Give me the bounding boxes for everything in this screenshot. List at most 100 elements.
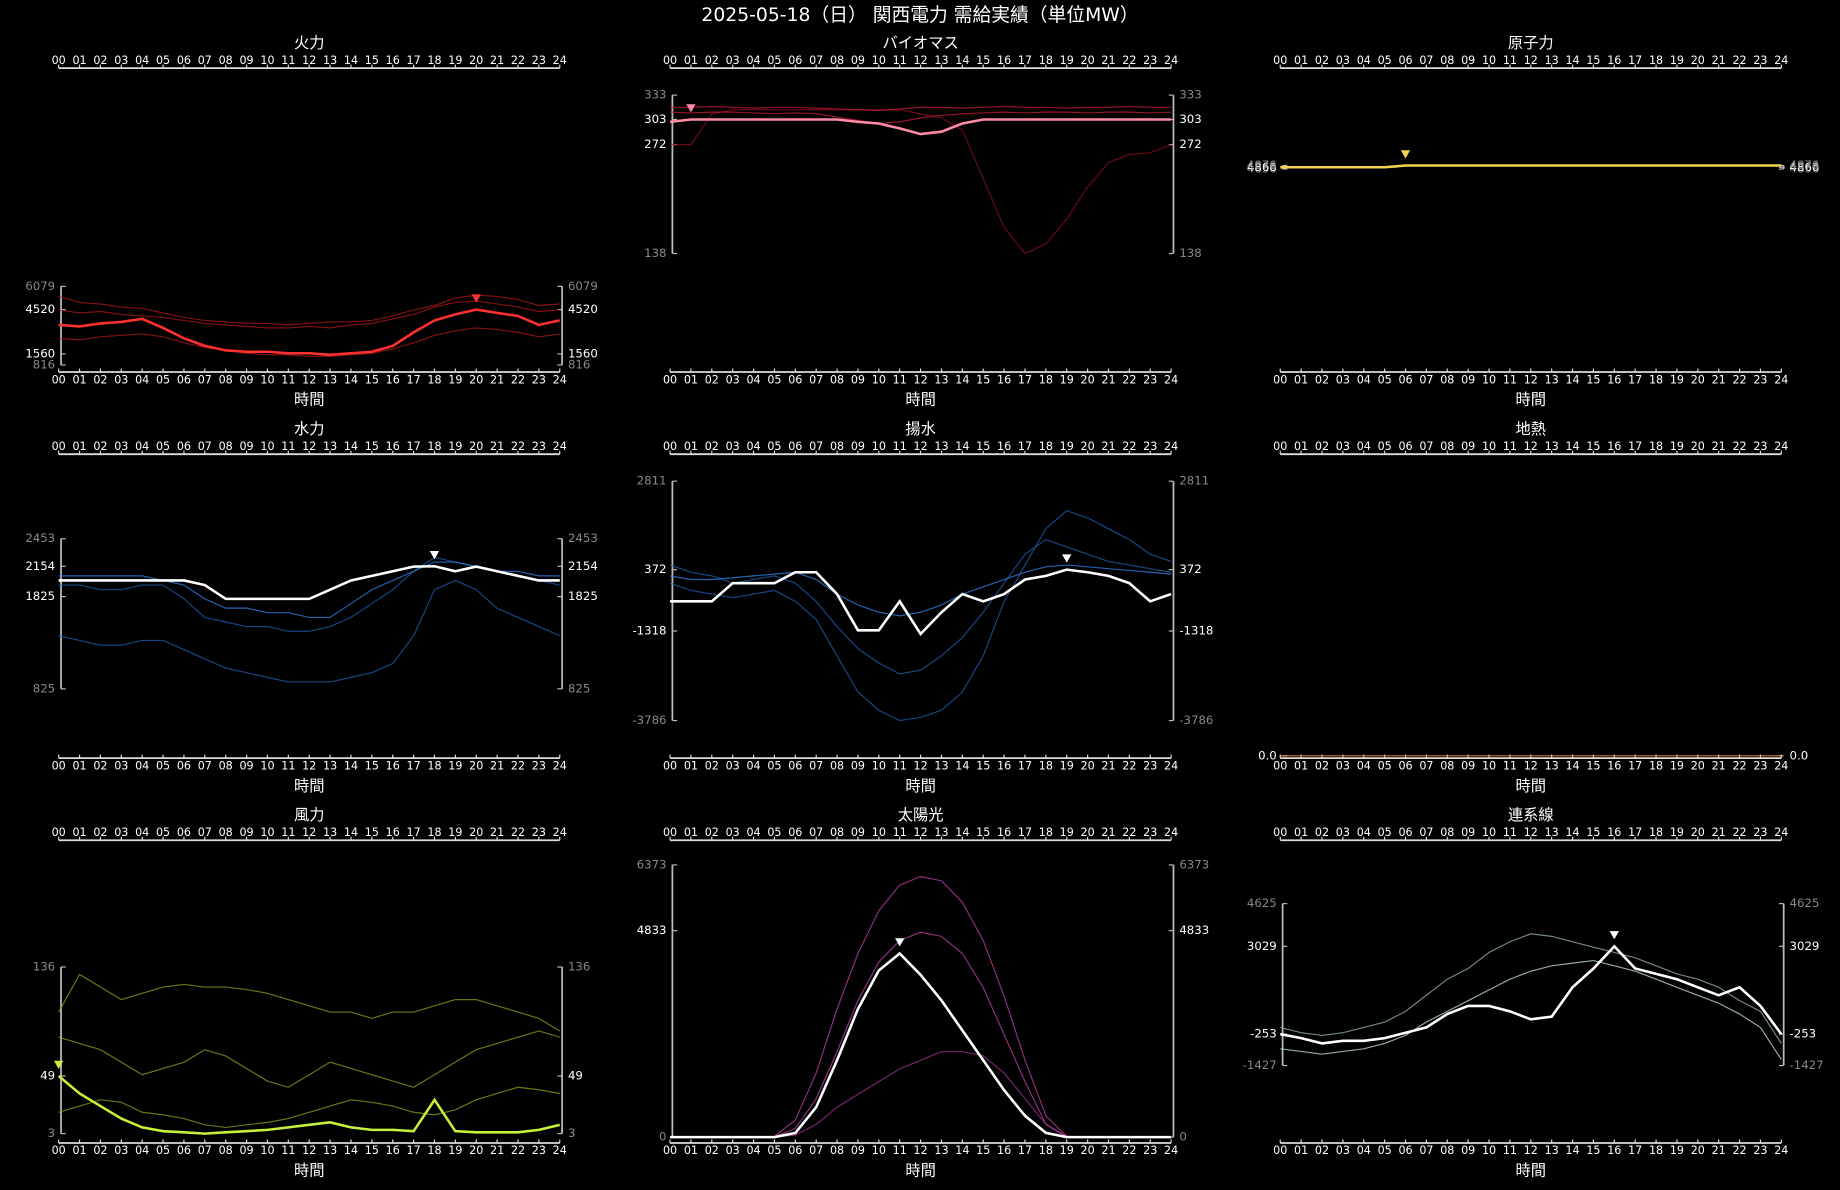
- x-tick-label: 03: [114, 440, 128, 453]
- x-tick-label: 16: [997, 759, 1011, 772]
- x-tick-label: 18: [1039, 826, 1053, 839]
- x-tick-label: 05: [767, 54, 781, 67]
- x-tick-label: 05: [1378, 54, 1392, 67]
- x-tick-label: 23: [1143, 759, 1157, 772]
- x-tick-label: 11: [281, 54, 295, 67]
- y-tick-label: 372: [1179, 562, 1201, 576]
- x-tick-label: 18: [1649, 1144, 1663, 1157]
- x-tick-label: 08: [219, 1144, 233, 1157]
- y-tick-label: -1427: [1790, 1058, 1824, 1072]
- x-tick-label: 17: [1628, 373, 1642, 386]
- x-tick-label: 06: [177, 373, 191, 386]
- series-line: [58, 327, 560, 357]
- y-tick-label: 2811: [1179, 474, 1209, 488]
- x-tick-label: 14: [1565, 759, 1579, 772]
- x-tick-label: 09: [851, 826, 865, 839]
- x-tick-label: 17: [1018, 826, 1032, 839]
- y-tick-label: -3786: [1179, 713, 1213, 727]
- series-line: [58, 1030, 560, 1088]
- x-tick-label: 21: [1712, 54, 1726, 67]
- x-tick-label: 13: [1545, 440, 1559, 453]
- x-tick-label: 10: [1482, 826, 1496, 839]
- x-tick-label: 20: [1691, 440, 1705, 453]
- x-tick-label: 11: [893, 440, 907, 453]
- x-tick-label: 04: [1357, 1144, 1371, 1157]
- x-tick-label: 24: [553, 373, 567, 386]
- y-tick-label: 4856: [1790, 162, 1820, 176]
- x-tick-label: 00: [1273, 440, 1287, 453]
- y-tick-label: -1318: [1179, 624, 1213, 638]
- x-tick-label: 18: [427, 440, 441, 453]
- series-line: [58, 1086, 560, 1128]
- x-tick-label: 23: [1143, 373, 1157, 386]
- x-tick-label: 10: [260, 826, 274, 839]
- x-tick-label: 06: [177, 759, 191, 772]
- x-tick-label: 03: [1336, 373, 1350, 386]
- y-tick-label: 6079: [25, 279, 55, 293]
- x-tick-label: 11: [893, 373, 907, 386]
- x-tick-label: 12: [1524, 826, 1538, 839]
- x-tick-label: 12: [914, 440, 928, 453]
- x-tick-label: 07: [809, 1144, 823, 1157]
- x-tick-label: 16: [386, 826, 400, 839]
- y-tick-label: 4520: [25, 302, 55, 316]
- x-tick-label: 01: [684, 440, 698, 453]
- x-tick-label: 14: [344, 440, 358, 453]
- x-tick-label: 02: [705, 826, 719, 839]
- max-marker: [1400, 150, 1411, 159]
- y-tick-label: 0.0: [1258, 748, 1277, 762]
- x-tick-label: 20: [469, 826, 483, 839]
- x-tick-label: 11: [1503, 373, 1517, 386]
- x-tick-label: 21: [490, 54, 504, 67]
- x-tick-label: 00: [1273, 759, 1287, 772]
- x-tick-label: 24: [1774, 826, 1788, 839]
- chart-title: 地熱: [1516, 420, 1547, 438]
- y-tick-label: 2453: [568, 531, 598, 545]
- x-tick-label: 22: [511, 1144, 525, 1157]
- chart-title: 風力: [294, 806, 325, 824]
- x-tick-label: 12: [302, 54, 316, 67]
- x-tick-label: 07: [198, 1144, 212, 1157]
- x-tick-label: 02: [1315, 1144, 1329, 1157]
- x-tick-label: 10: [260, 1144, 274, 1157]
- x-tick-label: 09: [851, 373, 865, 386]
- x-tick-label: 00: [663, 826, 677, 839]
- x-tick-label: 15: [1586, 54, 1600, 67]
- x-tick-label: 04: [746, 440, 760, 453]
- y-tick-label: 0: [659, 1130, 666, 1144]
- x-tick-label: 02: [93, 440, 107, 453]
- x-tick-label: 21: [1712, 1144, 1726, 1157]
- x-axis-label: 時間: [294, 391, 325, 409]
- x-tick-label: 16: [1607, 1144, 1621, 1157]
- x-tick-label: 11: [893, 1144, 907, 1157]
- x-tick-label: 15: [1586, 1144, 1600, 1157]
- y-tick-label: 1825: [25, 589, 55, 603]
- x-tick-label: 13: [934, 373, 948, 386]
- x-tick-label: 07: [1419, 440, 1433, 453]
- y-tick-label: 333: [644, 88, 666, 102]
- x-tick-label: 13: [934, 1144, 948, 1157]
- x-tick-label: 14: [344, 1144, 358, 1157]
- x-tick-label: 16: [997, 54, 1011, 67]
- x-tick-label: 01: [1294, 826, 1308, 839]
- x-tick-label: 14: [955, 54, 969, 67]
- x-tick-label: 23: [532, 1144, 546, 1157]
- x-tick-label: 18: [1649, 440, 1663, 453]
- x-tick-label: 12: [1524, 759, 1538, 772]
- x-tick-label: 06: [177, 54, 191, 67]
- x-tick-label: 16: [1607, 440, 1621, 453]
- x-axis-label: 時間: [905, 391, 935, 409]
- x-tick-label: 00: [663, 759, 677, 772]
- x-tick-label: 05: [156, 373, 170, 386]
- x-tick-label: 22: [1732, 54, 1746, 67]
- x-tick-label: 21: [1712, 440, 1726, 453]
- max-marker: [1062, 554, 1072, 563]
- x-tick-label: 02: [1315, 759, 1329, 772]
- x-tick-label: 08: [830, 759, 844, 772]
- x-tick-label: 12: [302, 440, 316, 453]
- x-tick-label: 24: [553, 759, 567, 772]
- y-tick-label: 138: [644, 246, 666, 260]
- x-tick-label: 19: [1060, 826, 1074, 839]
- x-tick-label: 14: [955, 826, 969, 839]
- x-tick-label: 10: [872, 1144, 886, 1157]
